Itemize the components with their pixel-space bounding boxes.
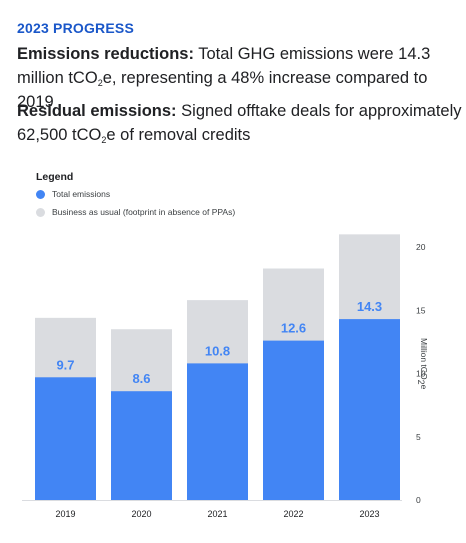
data-label: 9.7	[56, 357, 74, 372]
residual-emissions-label: Residual emissions:	[17, 102, 177, 120]
para2-text-a: Signed offtake deals for approximately 6…	[17, 102, 462, 144]
data-label: 12.6	[281, 321, 306, 336]
legend-label-bau: Business as usual (footprint in absence …	[52, 207, 236, 217]
data-label: 10.8	[205, 343, 230, 358]
para2-text-b: e of removal credits	[106, 126, 251, 144]
y-tick-label: 15	[416, 305, 426, 315]
y-tick-label: 20	[416, 242, 426, 252]
para1-text-a: Total GHG emissions were 14.3 million tC…	[17, 45, 431, 87]
x-tick-label: 2020	[131, 509, 151, 519]
legend-label-total: Total emissions	[52, 189, 111, 199]
emissions-reductions-label: Emissions reductions:	[17, 45, 194, 63]
y-axis-title: Million tCO2e	[416, 330, 445, 410]
legend-swatch-bau	[36, 207, 45, 217]
total-bar	[339, 319, 400, 500]
legend-swatch-total	[36, 189, 45, 199]
x-tick-label: 2022	[283, 509, 303, 519]
section-eyebrow: 2023 PROGRESS	[17, 20, 134, 36]
para2-subscript: 2	[101, 135, 107, 145]
y-tick-label: 10	[416, 369, 426, 379]
x-tick-label: 2021	[207, 509, 227, 519]
y-tick-label: 0	[416, 495, 421, 505]
emissions-reductions-paragraph: Emissions reductions: Total GHG emission…	[17, 42, 462, 114]
legend-item-total: Total emissions	[36, 189, 110, 199]
total-bar	[187, 363, 248, 500]
legend-title: Legend	[36, 171, 74, 183]
para1-text-b: e, representing a 48% increase compared …	[17, 69, 428, 111]
y-axis-title-main: Million tCO	[419, 338, 429, 380]
legend-item-bau: Business as usual (footprint in absence …	[36, 207, 235, 217]
x-tick-label: 2019	[55, 509, 75, 519]
total-bar	[35, 377, 96, 500]
y-tick-label: 5	[416, 432, 421, 442]
data-label: 14.3	[357, 299, 382, 314]
x-tick-label: 2023	[359, 509, 379, 519]
total-bar	[111, 391, 172, 500]
y-axis-title-tail: e	[419, 384, 429, 390]
residual-emissions-paragraph: Residual emissions: Signed offtake deals…	[17, 99, 462, 147]
para1-subscript: 2	[97, 78, 103, 88]
total-bar	[263, 340, 324, 500]
data-label: 8.6	[132, 371, 150, 386]
